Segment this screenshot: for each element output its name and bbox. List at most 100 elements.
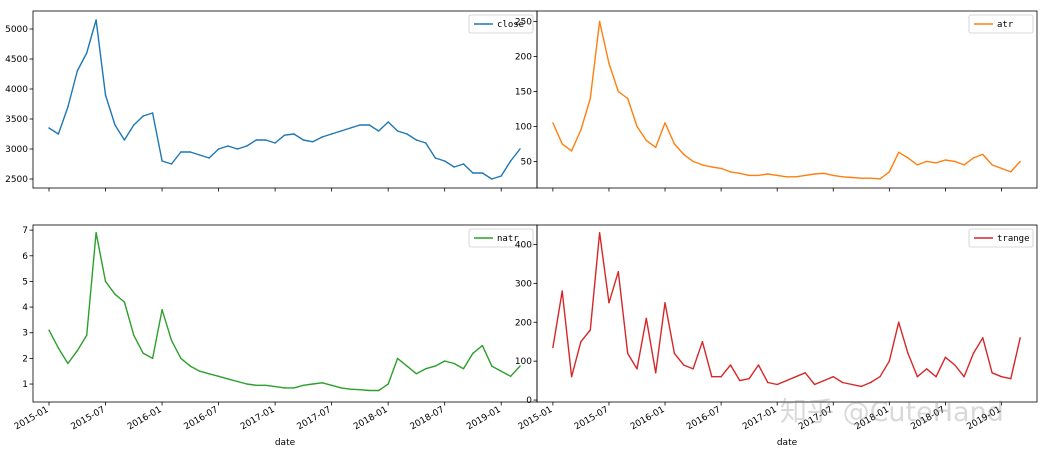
- data-point: [57, 133, 60, 135]
- data-point: [580, 341, 582, 343]
- y-tick-label: 1: [22, 380, 28, 390]
- data-point: [580, 129, 582, 131]
- data-point: [626, 97, 629, 100]
- legend: atr: [968, 14, 1034, 34]
- data-point: [823, 172, 825, 175]
- data-point: [123, 139, 126, 141]
- data-point: [199, 370, 201, 372]
- x-tick-label: 2016-01: [126, 405, 164, 432]
- data-point: [739, 379, 741, 382]
- data-point: [701, 164, 704, 166]
- data-point: [462, 163, 465, 165]
- data-point: [142, 352, 144, 354]
- data-point: [283, 134, 286, 136]
- data-point: [692, 368, 694, 370]
- x-tick-label: 2017-07: [296, 405, 334, 432]
- data-point: [208, 373, 210, 375]
- data-point: [748, 377, 750, 380]
- legend-label: natr: [497, 234, 519, 244]
- data-point: [406, 365, 408, 367]
- data-point: [907, 157, 909, 159]
- data-point: [274, 385, 276, 388]
- data-point: [349, 388, 352, 390]
- data-point: [519, 365, 521, 367]
- data-point: [67, 362, 69, 365]
- data-point: [274, 142, 276, 144]
- data-point: [349, 127, 352, 129]
- data-point: [972, 352, 975, 355]
- data-point: [359, 124, 361, 126]
- y-tick-label: 4000: [5, 85, 28, 95]
- data-point: [1019, 337, 1021, 339]
- y-tick-label: 0: [526, 396, 532, 406]
- y-tick-label: 100: [515, 357, 532, 367]
- data-point: [95, 231, 97, 234]
- data-point: [114, 124, 116, 126]
- data-point: [720, 167, 722, 170]
- data-point: [151, 357, 154, 360]
- axes-frame: [536, 10, 1038, 189]
- data-point: [519, 148, 521, 150]
- legend: close: [468, 14, 534, 34]
- data-point: [785, 176, 788, 178]
- legend: natr: [468, 228, 534, 248]
- data-point: [720, 376, 722, 378]
- data-point: [888, 360, 891, 362]
- data-point: [406, 133, 408, 135]
- series-line-close: [48, 19, 521, 180]
- axes-frame: [32, 10, 538, 189]
- data-point: [217, 148, 220, 150]
- data-point: [711, 376, 713, 378]
- data-point: [832, 174, 834, 177]
- data-point: [608, 302, 610, 304]
- data-point: [396, 357, 399, 360]
- x-tick-label: 2017-01: [239, 405, 277, 432]
- data-point: [954, 364, 956, 366]
- data-point: [645, 139, 648, 142]
- series-line-atr: [552, 20, 1021, 180]
- y-tick-label: 5: [22, 277, 28, 287]
- legend: trange: [968, 228, 1034, 248]
- data-point: [104, 94, 107, 96]
- data-point: [804, 372, 806, 374]
- x-tick-label: 2016-01: [629, 405, 667, 432]
- data-point: [180, 151, 182, 153]
- data-point: [170, 163, 173, 165]
- data-point: [509, 160, 512, 162]
- data-point: [330, 133, 333, 135]
- y-tick-label: 200: [515, 52, 532, 62]
- y-tick-label: 5000: [5, 25, 28, 35]
- data-point: [472, 172, 474, 174]
- data-point: [767, 173, 769, 175]
- data-point: [982, 153, 984, 156]
- y-tick-label: 3: [22, 329, 28, 339]
- data-point: [321, 382, 323, 384]
- data-point: [161, 308, 163, 311]
- x-tick-label: 2015-07: [69, 405, 107, 432]
- data-point: [673, 352, 676, 355]
- data-point: [57, 347, 60, 349]
- data-point: [673, 143, 676, 145]
- data-point: [851, 176, 853, 179]
- data-point: [570, 376, 573, 378]
- legend-box: [968, 228, 1034, 248]
- y-tick-label: 200: [515, 318, 532, 328]
- data-point: [114, 293, 116, 295]
- data-point: [813, 173, 816, 175]
- data-point: [1000, 167, 1003, 170]
- data-point: [359, 388, 361, 391]
- data-point: [1010, 171, 1012, 173]
- data-point: [76, 70, 78, 72]
- axes-frame: [536, 224, 1038, 403]
- data-point: [500, 370, 502, 372]
- data-point: [48, 329, 50, 331]
- subplot-natr: 1 2 3 4 5 6 7 2015-01 2015-07 2016-01 2016-07 2017-…: [13, 224, 538, 448]
- data-point: [552, 122, 554, 124]
- data-point: [776, 174, 778, 177]
- watermark-text: 知乎 @CuteHand: [780, 397, 1004, 428]
- x-tick-label: 2015-01: [517, 405, 555, 432]
- axes-frame: [32, 224, 538, 403]
- data-point: [767, 381, 769, 384]
- data-point: [683, 364, 685, 366]
- data-point: [180, 357, 182, 360]
